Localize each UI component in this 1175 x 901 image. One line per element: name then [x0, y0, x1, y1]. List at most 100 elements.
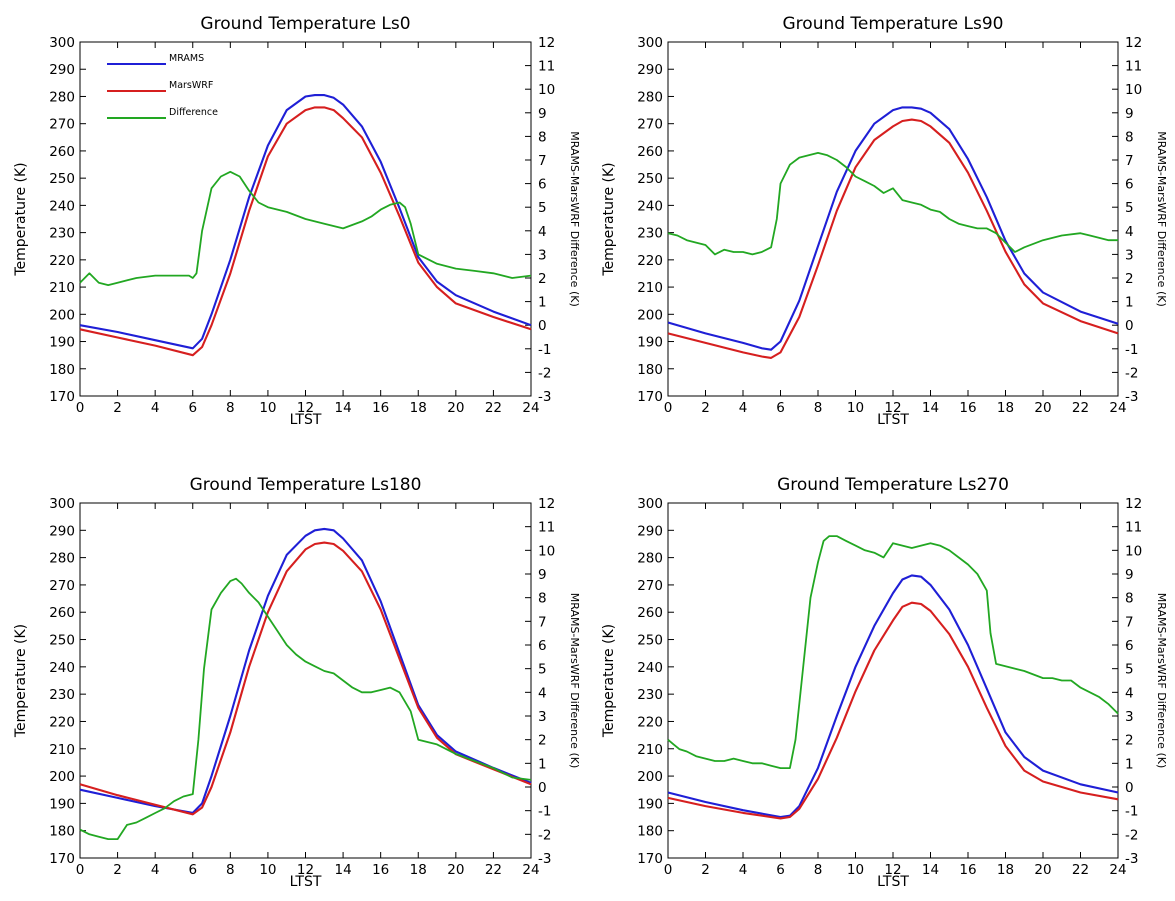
series-line-marswrf: [79, 106, 532, 357]
y-tick-label: 180: [49, 362, 75, 378]
x-tick-label: 10: [259, 400, 276, 416]
chart-title: Ground Temperature Ls180: [190, 475, 422, 495]
y-axis-label: Temperature (K): [13, 162, 29, 276]
y2-tick-label: 9: [1125, 106, 1134, 122]
series-line-mrams: [79, 94, 532, 350]
series-line-marswrf: [667, 601, 1119, 820]
y-tick-label: 240: [637, 198, 663, 214]
y-tick-label: 300: [637, 496, 663, 512]
legend-label: MarsWRF: [169, 80, 213, 91]
y2-tick-label: 10: [1125, 82, 1142, 98]
x-tick-label: 10: [847, 400, 864, 416]
series-line-marswrf: [79, 541, 532, 816]
y2-tick-label: 6: [538, 638, 547, 654]
x-tick-label: 24: [522, 862, 539, 878]
y2-tick-label: 6: [1125, 177, 1134, 193]
y2-tick-label: 8: [1125, 591, 1134, 607]
y-tick-label: 220: [637, 714, 663, 730]
y2-axis-label: MRAMS-MarsWRF Difference (K): [1155, 593, 1168, 768]
x-tick-label: 20: [447, 400, 464, 416]
y-tick-label: 290: [49, 523, 75, 539]
y-tick-label: 230: [49, 687, 75, 703]
y-tick-label: 270: [49, 117, 75, 133]
y2-tick-label: 8: [538, 129, 547, 145]
x-tick-label: 22: [1072, 400, 1089, 416]
x-tick-label: 6: [776, 862, 785, 878]
y2-tick-label: 6: [1125, 638, 1134, 654]
y-tick-label: 210: [637, 280, 663, 296]
x-tick-label: 10: [847, 862, 864, 878]
y2-tick-label: 0: [1125, 780, 1134, 796]
y-tick-label: 260: [637, 605, 663, 621]
y-tick-label: 260: [637, 144, 663, 160]
x-tick-label: 16: [959, 862, 976, 878]
x-tick-label: 0: [76, 400, 85, 416]
y2-tick-label: 1: [1125, 295, 1134, 311]
y-tick-label: 200: [49, 769, 75, 785]
y-tick-label: 230: [637, 687, 663, 703]
y-tick-label: 200: [49, 307, 75, 323]
y2-tick-label: 4: [538, 685, 547, 701]
y-tick-label: 250: [637, 171, 663, 187]
x-tick-label: 14: [922, 862, 939, 878]
y2-tick-label: 5: [538, 200, 547, 216]
x-tick-label: 6: [188, 400, 197, 416]
y-tick-label: 190: [637, 796, 663, 812]
y2-tick-label: 7: [1125, 153, 1134, 169]
legend-entry-difference: Difference: [107, 107, 218, 119]
plot-frame: [667, 41, 1119, 397]
y-tick-label: 170: [637, 389, 663, 405]
x-tick-label: 20: [1034, 862, 1051, 878]
y-tick-label: 220: [49, 253, 75, 269]
x-tick-label: 8: [226, 400, 235, 416]
y-tick-label: 220: [49, 714, 75, 730]
y-tick-label: 190: [637, 335, 663, 351]
y2-tick-label: 5: [538, 662, 547, 678]
y2-tick-label: 7: [538, 614, 547, 630]
y2-tick-label: 2: [538, 733, 547, 749]
y-tick-label: 210: [49, 742, 75, 758]
y2-axis-label: MRAMS-MarsWRF Difference (K): [1155, 131, 1168, 306]
x-axis-label: LTST: [877, 412, 909, 428]
y2-tick-label: 1: [538, 295, 547, 311]
y-tick-label: 170: [49, 851, 75, 867]
y-tick-label: 280: [637, 551, 663, 567]
y-tick-label: 190: [49, 335, 75, 351]
x-tick-label: 2: [113, 862, 122, 878]
x-tick-label: 0: [664, 400, 673, 416]
x-axis-label: LTST: [290, 412, 322, 428]
y-tick-label: 270: [49, 578, 75, 594]
y2-tick-label: -2: [1125, 365, 1138, 381]
x-tick-label: 2: [701, 400, 710, 416]
y2-tick-label: 5: [1125, 662, 1134, 678]
series-line-difference: [667, 535, 1119, 769]
y2-tick-label: 2: [1125, 733, 1134, 749]
x-tick-label: 10: [259, 862, 276, 878]
y-tick-label: 180: [637, 824, 663, 840]
y2-tick-label: 12: [538, 496, 555, 512]
series-line-mrams: [667, 574, 1119, 819]
x-tick-label: 6: [776, 400, 785, 416]
y-tick-label: 260: [49, 605, 75, 621]
x-tick-label: 16: [372, 862, 389, 878]
y2-tick-label: 3: [1125, 247, 1134, 263]
x-tick-label: 0: [76, 862, 85, 878]
x-axis-label: LTST: [290, 874, 322, 890]
y2-tick-label: 4: [538, 224, 547, 240]
y2-tick-label: 11: [1125, 520, 1142, 536]
x-tick-label: 4: [739, 400, 748, 416]
y-tick-label: 300: [49, 496, 75, 512]
x-tick-label: 16: [372, 400, 389, 416]
x-tick-label: 2: [113, 400, 122, 416]
x-tick-label: 18: [997, 400, 1014, 416]
x-tick-label: 6: [188, 862, 197, 878]
y-tick-label: 250: [49, 633, 75, 649]
chart-title: Ground Temperature Ls270: [777, 475, 1009, 495]
y2-tick-label: 9: [538, 567, 547, 583]
y-tick-label: 170: [637, 851, 663, 867]
y-tick-label: 290: [637, 62, 663, 78]
y2-tick-label: 7: [1125, 614, 1134, 630]
x-tick-label: 24: [522, 400, 539, 416]
